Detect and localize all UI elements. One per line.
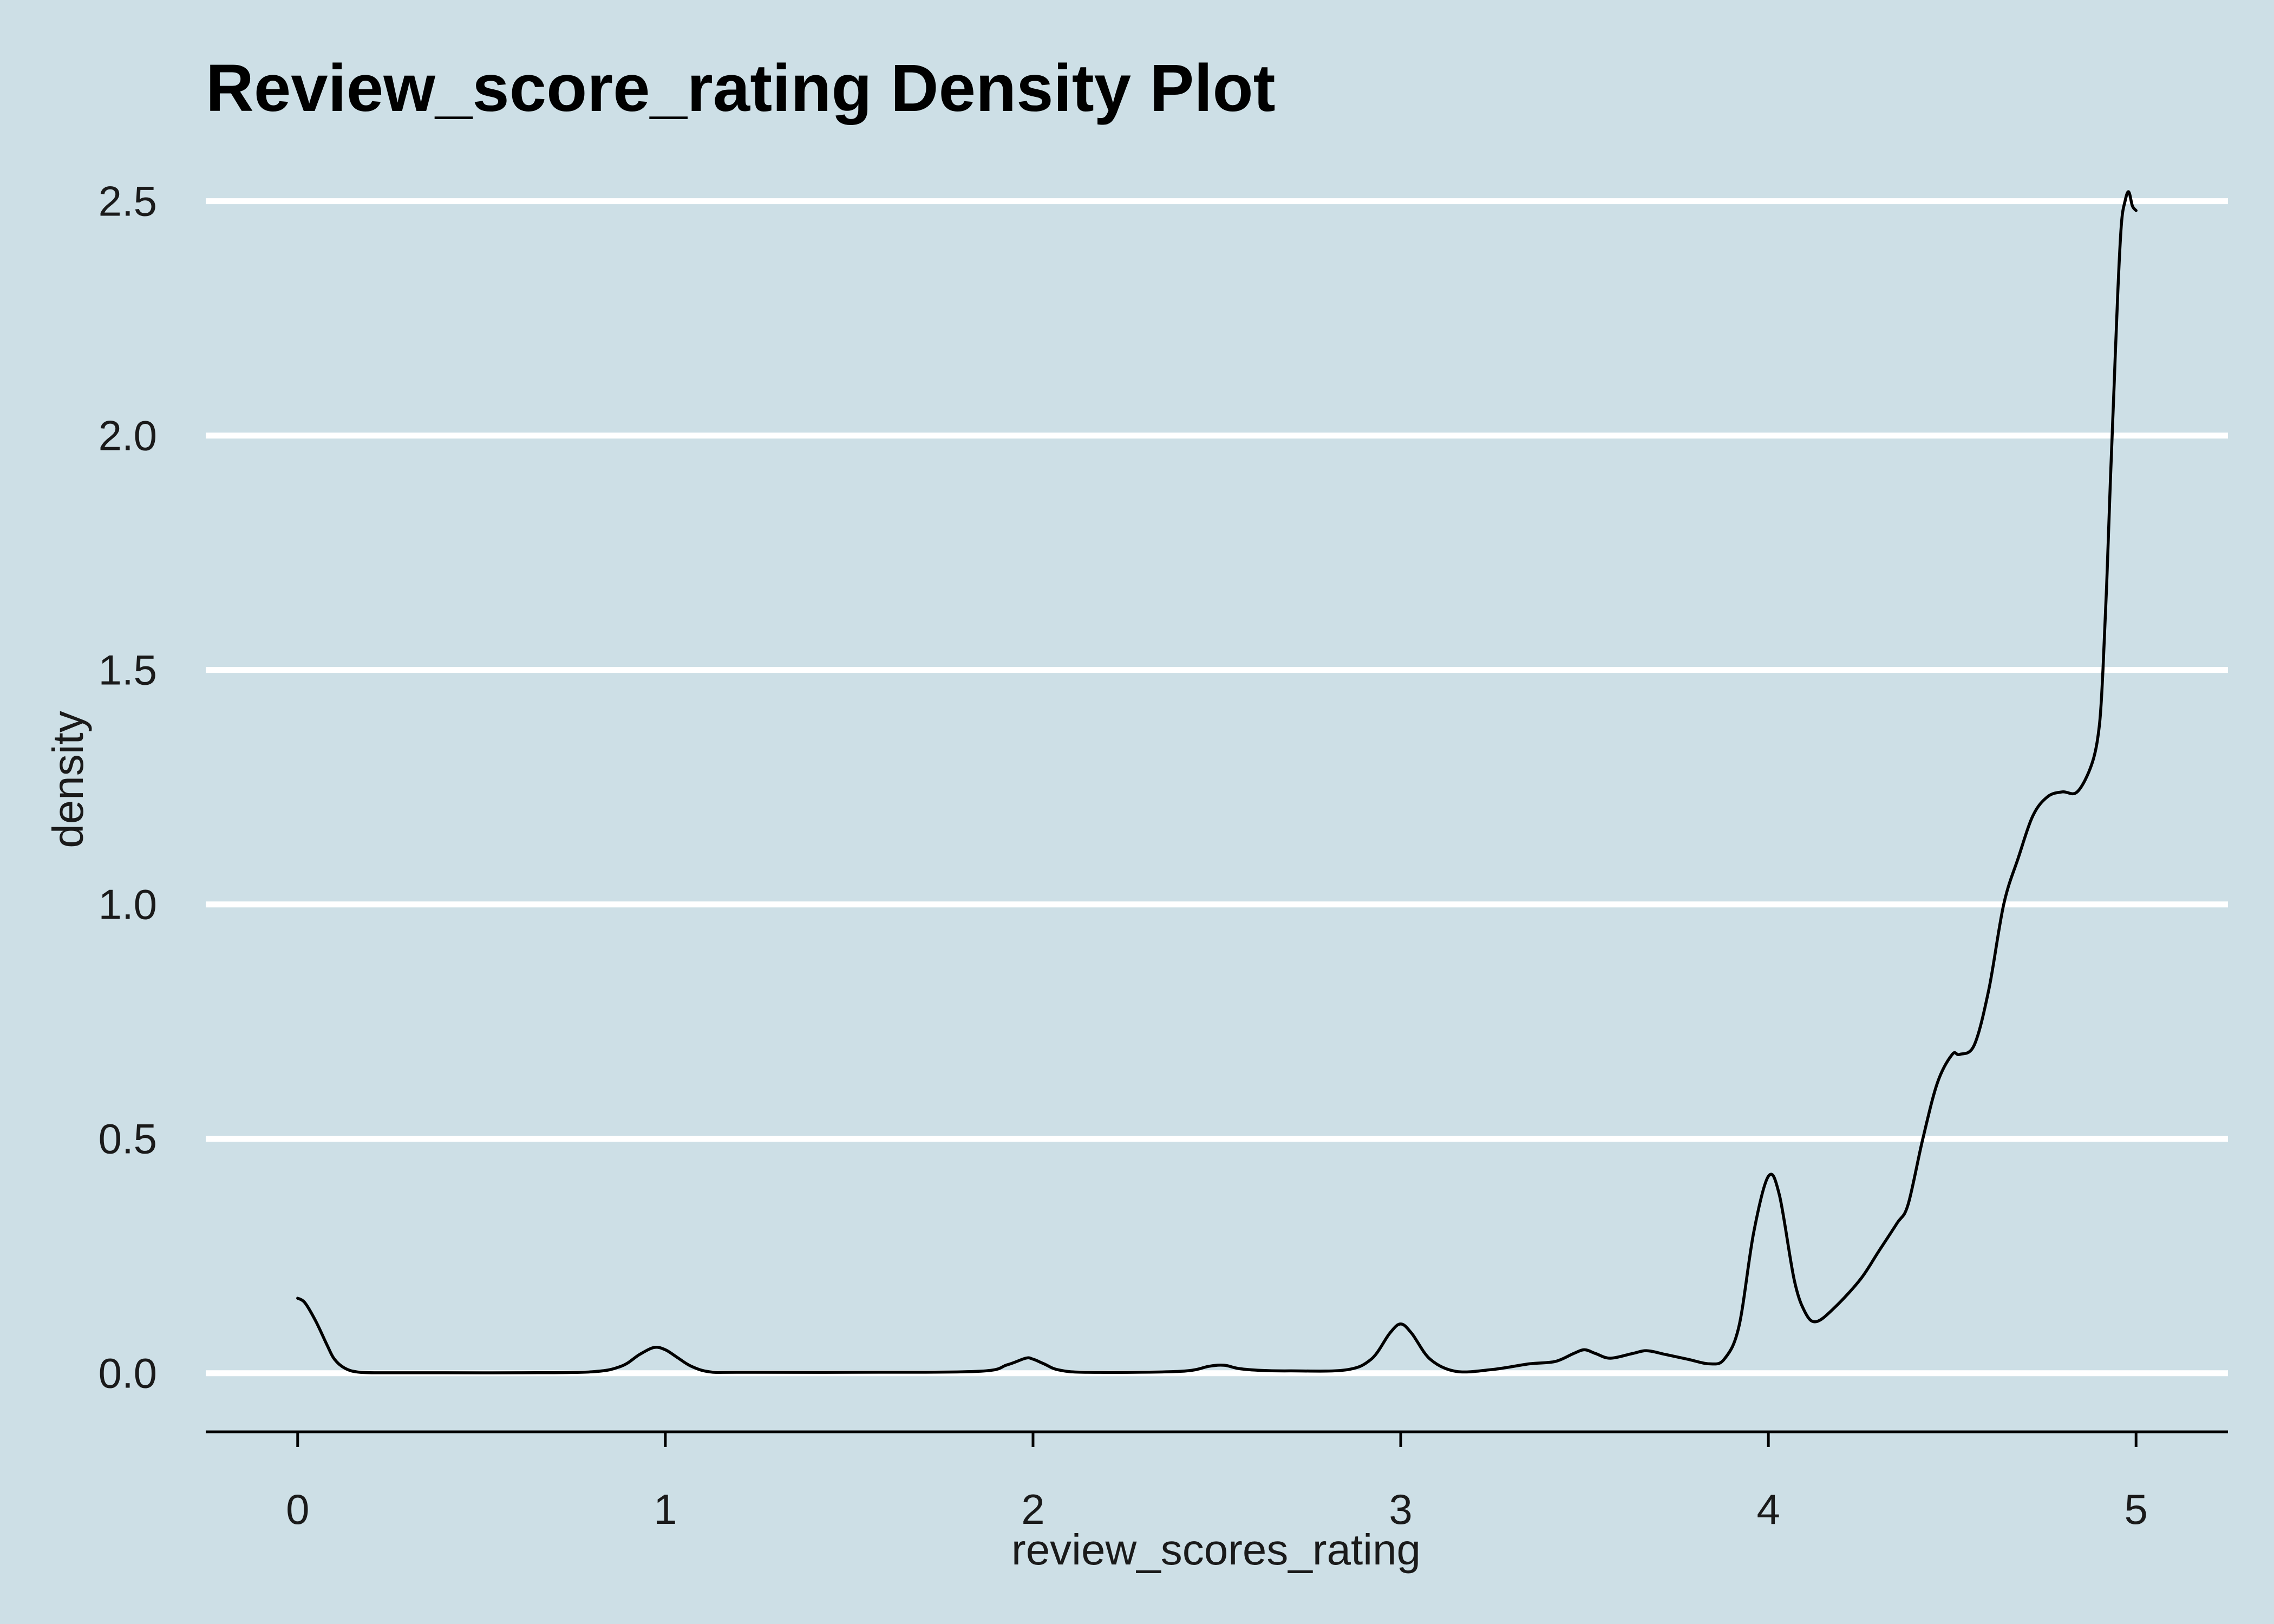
y-tick-labels: 0.0 0.5 1.0 1.5 2.0 2.5 [99,178,157,1397]
x-tick-label-2: 2 [1021,1485,1044,1533]
series-layer [296,190,2138,1374]
x-axis [206,1430,2228,1447]
y-tick-label-0: 0.0 [99,1350,157,1397]
x-tick-label-3: 3 [1389,1485,1412,1533]
y-tick-label-2: 1.0 [99,881,157,928]
y-tick-label-1: 0.5 [99,1115,157,1163]
x-tick-label-5: 5 [2125,1485,2148,1533]
x-axis-title: review_scores_rating [1011,1525,1421,1574]
x-tick-label-0: 0 [286,1485,309,1533]
y-tick-label-5: 2.5 [99,178,157,225]
x-tick-labels: 0 1 2 3 4 5 [286,1485,2148,1533]
y-axis-title: density [44,711,92,848]
x-tick-label-1: 1 [654,1485,677,1533]
y-tick-label-3: 1.5 [99,646,157,694]
y-tick-label-4: 2.0 [99,412,157,460]
chart-title: Review_score_rating Density Plot [206,51,1276,126]
x-tick-label-4: 4 [1756,1485,1780,1533]
density-series-line-0 [296,190,2138,1374]
grid-lines [206,198,2228,1377]
